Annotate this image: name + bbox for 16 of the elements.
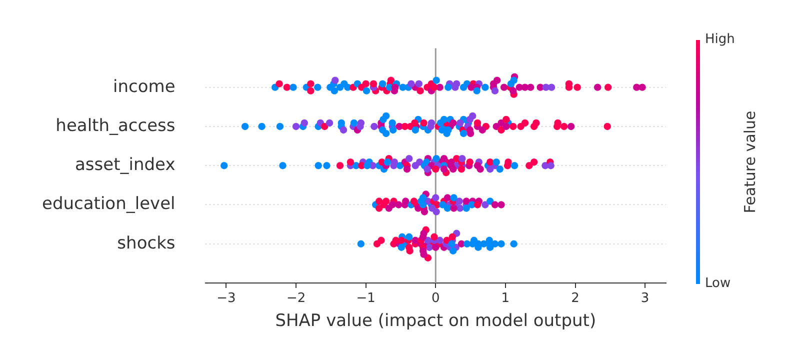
x-tick-label: 2 (571, 291, 580, 306)
x-tick-label: −3 (216, 291, 236, 306)
y-tick-label: asset_index (75, 155, 176, 176)
x-tick-label: −1 (356, 291, 376, 306)
x-axis-title: SHAP value (impact on model output) (275, 311, 596, 332)
text: Low (705, 276, 731, 292)
y-tick-label: income (113, 76, 176, 97)
x-tick-label: 1 (501, 291, 510, 306)
y-tick-label: education_level (42, 194, 176, 214)
y-tick-label: health_access (56, 116, 176, 136)
color-bar-title: Feature value (741, 110, 759, 214)
x-tick-label: 3 (640, 291, 650, 306)
x-tick-label: −2 (286, 291, 306, 306)
x-tick-label: 0 (432, 291, 440, 306)
y-tick-label: shocks (117, 233, 176, 254)
text: High (705, 32, 735, 48)
